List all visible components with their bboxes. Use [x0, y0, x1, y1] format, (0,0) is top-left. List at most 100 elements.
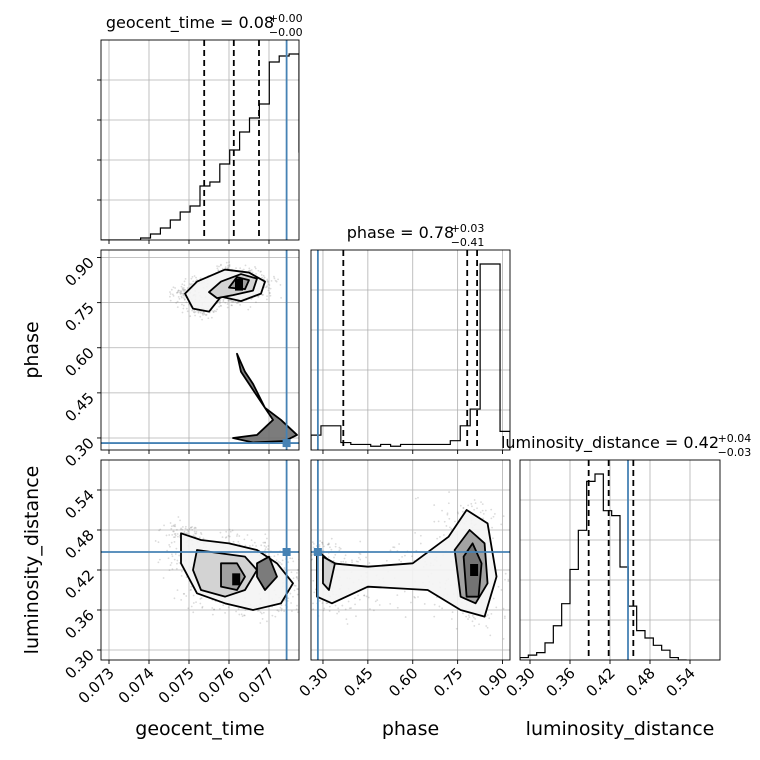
scatter-point	[389, 549, 392, 552]
scatter-point	[177, 295, 180, 298]
density-peak	[235, 278, 243, 291]
scatter-point	[265, 546, 268, 548]
scatter-point	[279, 284, 282, 286]
scatter-point	[451, 611, 454, 614]
scatter-point	[312, 608, 315, 611]
scatter-point	[239, 267, 242, 270]
scatter-point	[260, 274, 263, 276]
scatter-point	[287, 597, 290, 600]
scatter-point	[202, 314, 204, 316]
scatter-point	[280, 296, 283, 299]
x-axis-label-phase: phase	[382, 718, 439, 740]
scatter-point	[219, 304, 222, 307]
scatter-point	[183, 284, 186, 287]
scatter-point	[345, 618, 348, 621]
scatter-point	[459, 504, 462, 507]
scatter-point	[411, 555, 413, 558]
scatter-point	[171, 533, 174, 536]
scatter-point	[212, 310, 215, 313]
scatter-point	[177, 289, 180, 292]
scatter-point	[488, 617, 491, 620]
scatter-point	[448, 491, 450, 493]
x-tick-label: 0.48	[622, 664, 658, 700]
scatter-point	[482, 517, 484, 520]
scatter-point	[232, 540, 235, 543]
scatter-point	[224, 536, 227, 539]
scatter-point	[174, 532, 177, 535]
scatter-point	[184, 527, 187, 530]
scatter-point	[403, 590, 406, 593]
scatter-point	[398, 558, 401, 561]
y-tick-label: 0.48	[61, 526, 97, 562]
scatter-point	[170, 527, 173, 530]
scatter-point	[304, 578, 306, 580]
scatter-point	[481, 509, 484, 512]
scatter-point	[181, 283, 184, 286]
scatter-point	[473, 625, 476, 627]
scatter-point	[184, 278, 187, 280]
scatter-point	[171, 555, 174, 558]
scatter-point	[216, 308, 218, 311]
scatter-point	[457, 512, 459, 515]
scatter-point	[369, 608, 371, 610]
scatter-point	[311, 541, 314, 544]
title-sup: +0.04	[718, 432, 752, 445]
scatter-point	[173, 597, 176, 600]
scatter-point	[367, 596, 370, 599]
scatter-point	[194, 526, 196, 529]
scatter-point	[474, 618, 477, 620]
scatter-point	[227, 299, 230, 302]
scatter-point	[266, 285, 268, 287]
scatter-point	[307, 566, 309, 568]
density-peak	[232, 573, 241, 586]
scatter-point	[182, 289, 185, 292]
scatter-point	[337, 610, 340, 613]
scatter-point	[268, 284, 271, 286]
scatter-point	[267, 287, 270, 289]
scatter-point	[304, 573, 306, 575]
scatter-point	[182, 292, 185, 295]
scatter-point	[170, 525, 173, 528]
scatter-point	[266, 620, 268, 623]
scatter-point	[274, 615, 277, 618]
scatter-point	[267, 289, 270, 292]
hist-panel-phase	[310, 249, 511, 451]
scatter-point	[211, 607, 214, 609]
scatter-point	[235, 267, 237, 269]
scatter-point	[446, 513, 449, 516]
scatter-point	[433, 520, 436, 523]
scatter-point	[279, 606, 282, 609]
scatter-point	[170, 288, 173, 291]
scatter-point	[264, 541, 267, 544]
scatter-point	[193, 535, 196, 538]
scatter-point	[267, 283, 270, 286]
title-sub: −0.03	[718, 446, 752, 459]
scatter-point	[236, 533, 239, 536]
truth-marker	[313, 548, 322, 556]
scatter-point	[311, 558, 314, 561]
truth-marker	[282, 439, 291, 448]
scatter-point	[261, 618, 264, 620]
scatter-point	[267, 280, 270, 283]
scatter-point	[448, 517, 451, 520]
scatter-point	[486, 614, 489, 616]
scatter-point	[177, 289, 180, 292]
scatter-point	[372, 609, 375, 612]
scatter-point	[264, 548, 267, 551]
scatter-point	[219, 264, 222, 267]
scatter-point	[222, 300, 225, 302]
scatter-point	[346, 623, 349, 625]
scatter-point	[308, 578, 310, 580]
scatter-point	[212, 311, 215, 314]
scatter-point	[170, 561, 173, 564]
truth-marker	[282, 548, 291, 556]
title-sup: +0.00	[269, 12, 303, 25]
scatter-point	[261, 276, 264, 279]
scatter-point	[173, 530, 175, 533]
scatter-point	[283, 567, 286, 569]
scatter-point	[289, 557, 292, 560]
scatter-point	[328, 605, 331, 608]
scatter-point	[293, 553, 295, 555]
scatter-point	[178, 291, 181, 294]
